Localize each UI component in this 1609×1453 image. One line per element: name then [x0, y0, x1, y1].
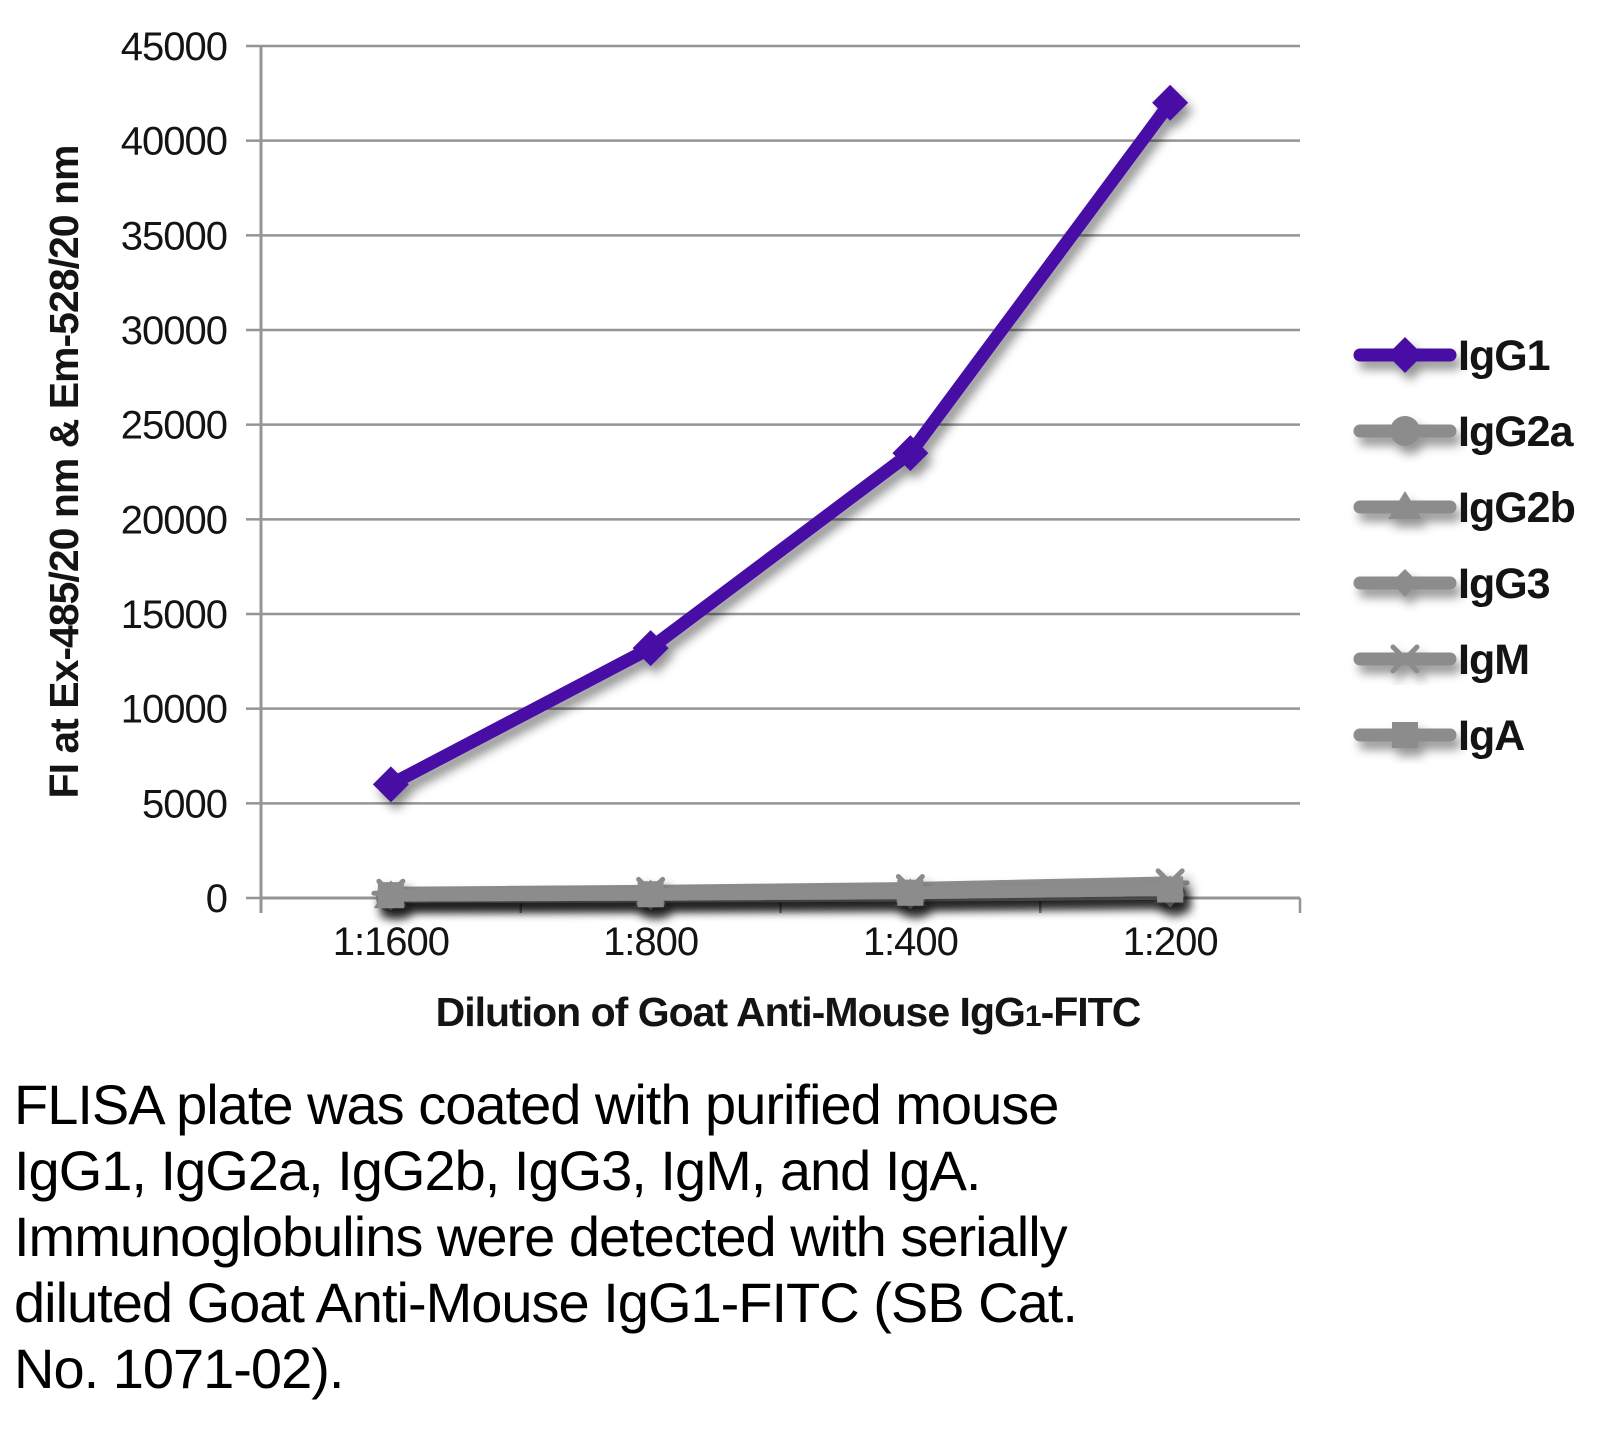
- chart-legend: IgG1 IgG2a IgG2b IgG3 IgM IgA: [1353, 332, 1576, 760]
- legend-item-IgM: IgM: [1353, 636, 1530, 684]
- marker-IgG1-1: [632, 630, 669, 667]
- legend-marker-IgA: [1392, 722, 1418, 748]
- y-axis-title: FI at Ex-485/20 nm & Em-528/20 nm: [41, 146, 87, 799]
- marker-IgA-3: [1157, 876, 1184, 903]
- y-tick-label-15000: 15000: [121, 593, 227, 637]
- legend-label-IgG1: IgG1: [1458, 332, 1550, 380]
- series-lines: [371, 84, 1190, 913]
- y-tick-label-35000: 35000: [121, 214, 227, 258]
- line-IgA: [384, 882, 1177, 902]
- y-tick-label-40000: 40000: [121, 120, 227, 164]
- figure-caption: FLISA plate was coated with purified mou…: [14, 1072, 1574, 1402]
- x-axis-title: Dilution of Goat Anti-Mouse IgG1-FITC: [436, 989, 1141, 1035]
- legend-marker-IgG1: [1387, 337, 1423, 373]
- y-tick-label-5000: 5000: [142, 782, 227, 826]
- marker-IgA-2: [897, 879, 924, 906]
- series-IgG1: [372, 84, 1189, 803]
- caption-line: Immunoglobulins were detected with seria…: [14, 1205, 1068, 1268]
- x-tick-label-1:400: 1:400: [863, 920, 958, 964]
- marker-IgA-0: [377, 882, 404, 909]
- caption-line: No. 1071-02).: [14, 1337, 344, 1400]
- legend-label-IgG2b: IgG2b: [1458, 484, 1575, 532]
- x-axis-title-subscript-one: 1: [1025, 1000, 1041, 1033]
- legend-item-IgG2a: IgG2a: [1353, 408, 1576, 456]
- marker-IgG1-3: [1152, 84, 1189, 121]
- y-tick-label-45000: 45000: [121, 25, 227, 69]
- legend-label-IgA: IgA: [1458, 712, 1524, 760]
- y-tick-label-30000: 30000: [121, 309, 227, 353]
- y-tick-label-25000: 25000: [121, 404, 227, 448]
- caption-line: IgG1, IgG2a, IgG2b, IgG3, IgM, and IgA.: [14, 1139, 981, 1202]
- caption-line: diluted Goat Anti-Mouse IgG1-FITC (SB Ca…: [14, 1271, 1078, 1334]
- legend-label-IgM: IgM: [1458, 636, 1529, 684]
- x-axis-tick-labels: 1:1600 1:800 1:400 1:200: [333, 920, 1219, 964]
- gridlines: [261, 44, 1300, 900]
- legend-swatch-IgM: [1353, 644, 1457, 674]
- legend-marker-IgG2a: [1390, 416, 1420, 446]
- x-axis-title-suffix: -FITC: [1041, 989, 1141, 1035]
- legend-marker-IgG2b: [1388, 491, 1422, 519]
- marker-IgA-1: [637, 881, 664, 908]
- y-axis-tick-labels: 0 5000 10000 15000 20000 25000 30000 35000 40000…: [121, 25, 228, 921]
- legend-item-IgG1: IgG1: [1353, 332, 1551, 380]
- marker-IgG1-0: [372, 766, 409, 803]
- legend-swatch-IgG3: [1353, 569, 1457, 597]
- legend-swatch-IgG1: [1353, 337, 1457, 373]
- y-tick-label-10000: 10000: [121, 688, 227, 732]
- marker-IgG1-2: [892, 435, 929, 472]
- y-tick-label-20000: 20000: [121, 498, 227, 542]
- legend-item-IgG2b: IgG2b: [1353, 484, 1576, 532]
- series-IgA: [377, 876, 1184, 909]
- x-tick-label-1:800: 1:800: [603, 920, 698, 964]
- legend-label-IgG3: IgG3: [1458, 560, 1550, 608]
- legend-label-IgG2a: IgG2a: [1458, 408, 1575, 456]
- x-tick-label-1:1600: 1:1600: [333, 920, 449, 964]
- legend-item-IgG3: IgG3: [1353, 560, 1551, 608]
- x-axis-title-main: Dilution of Goat Anti-Mouse IgG: [436, 989, 1025, 1035]
- legend-swatch-IgA: [1353, 722, 1457, 748]
- legend-swatch-IgG2b: [1353, 491, 1457, 519]
- x-tick-label-1:200: 1:200: [1123, 920, 1218, 964]
- axes: [246, 44, 1302, 913]
- legend-marker-IgM: [1385, 644, 1425, 674]
- legend-item-IgA: IgA: [1353, 712, 1525, 760]
- y-tick-label-0: 0: [206, 877, 227, 921]
- caption-line: FLISA plate was coated with purified mou…: [14, 1073, 1059, 1136]
- legend-swatch-IgG2a: [1353, 416, 1457, 446]
- line-chart: 0 5000 10000 15000 20000 25000 30000 35000 40000…: [41, 25, 1576, 1035]
- line-IgG1: [384, 96, 1177, 791]
- legend-marker-IgG3: [1391, 569, 1419, 597]
